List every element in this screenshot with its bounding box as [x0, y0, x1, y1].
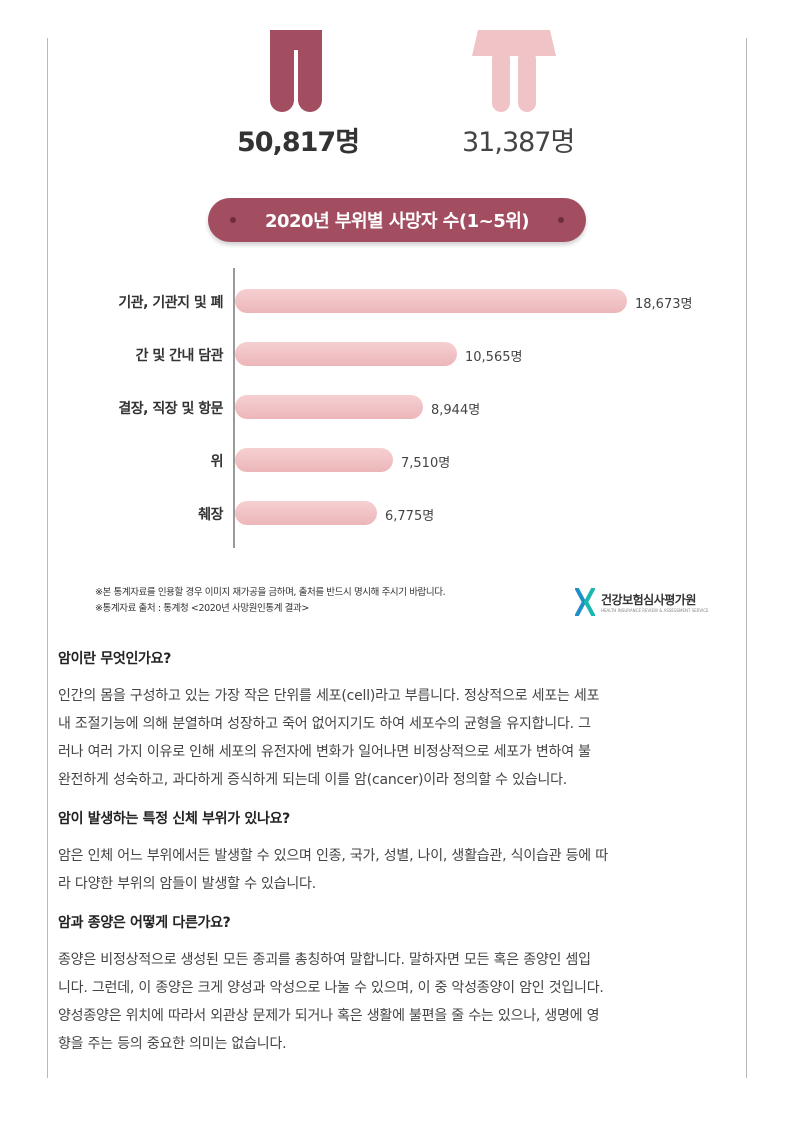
bar-value-label: 8,944명: [431, 403, 481, 418]
page-border-right: [746, 38, 747, 1078]
hira-logo: 건강보험심사평가원 HEALTH INSURANCE REVIEW & ASSE…: [575, 588, 709, 616]
female-death-count: 31,387명: [462, 127, 575, 158]
chart-axis: [233, 268, 235, 548]
bar-value-label: 10,565명: [465, 350, 523, 365]
chart-title-pill: 2020년 부위별 사망자 수(1~5위): [208, 198, 586, 242]
bar: [235, 501, 377, 525]
section: 암이란 무엇인가요? 인간의 몸을 구성하고 있는 가장 작은 단위를 세포(c…: [58, 648, 748, 794]
bar-value-label: 18,673명: [635, 297, 693, 312]
section: 암과 종양은 어떻게 다른가요? 종양은 비정상적으로 생성된 모든 종괴를 총…: [58, 912, 748, 1058]
section-heading: 암과 종양은 어떻게 다른가요?: [58, 915, 231, 931]
chart-title: 2020년 부위별 사망자 수(1~5위): [264, 211, 530, 232]
logo-name: 건강보험심사평가원: [601, 593, 696, 607]
bar-category-label: 간 및 간내 담관: [135, 348, 224, 364]
bar-value-label: 7,510명: [401, 456, 451, 471]
paragraph-line: 종양은 비정상적으로 생성된 모든 종괴를 총칭하여 말합니다. 말하자면 모든…: [58, 952, 591, 968]
figure-notes: ※본 통계자료를 인용할 경우 이미지 재가공을 금하며, 출처를 반드시 명시…: [95, 585, 446, 617]
hira-logo-icon: [575, 588, 595, 616]
paragraph-line: 라 다양한 부위의 암들이 발생할 수 있습니다.: [58, 876, 316, 892]
paragraph-line: 내 조절기능에 의해 분열하며 성장하고 죽어 없어지기도 하여 세포수의 균형…: [58, 716, 591, 732]
male-death-count: 50,817명: [237, 127, 360, 158]
article-body: 암이란 무엇인가요? 인간의 몸을 구성하고 있는 가장 작은 단위를 세포(c…: [58, 648, 748, 1058]
bar: [235, 289, 627, 313]
note-line: ※통계자료 출처 : 통계청 <2020년 사망원인통계 결과>: [95, 603, 309, 614]
section-heading: 암이란 무엇인가요?: [58, 651, 172, 667]
paragraph-line: 러나 여러 가지 이유로 인해 세포의 유전자에 변화가 일어나면 비정상적으로…: [58, 744, 591, 760]
bar-category-label: 췌장: [198, 507, 223, 523]
pill-dot-left: [230, 217, 236, 223]
note-line: ※본 통계자료를 인용할 경우 이미지 재가공을 금하며, 출처를 반드시 명시…: [95, 587, 446, 598]
logo-subtitle: HEALTH INSURANCE REVIEW & ASSESSMENT SER…: [601, 608, 709, 613]
paragraph-line: 암은 인체 어느 부위에서든 발생할 수 있으며 인종, 국가, 성별, 나이,…: [58, 848, 608, 864]
pill-dot-right: [558, 217, 564, 223]
section-heading: 암이 발생하는 특정 신체 부위가 있나요?: [58, 811, 290, 827]
bar-category-label: 기관, 기관지 및 폐: [118, 295, 223, 311]
paragraph-line: 완전하게 성숙하고, 과다하게 증식하게 되는데 이를 암(cancer)이라 …: [58, 772, 568, 788]
section: 암이 발생하는 특정 신체 부위가 있나요? 암은 인체 어느 부위에서든 발생…: [58, 808, 748, 898]
bar-category-label: 결장, 직장 및 항문: [118, 401, 223, 417]
male-figure-icon: [270, 30, 322, 112]
bar: [235, 395, 423, 419]
female-figure-icon: [472, 30, 556, 112]
bar: [235, 448, 393, 472]
paragraph-line: 니다. 그런데, 이 종양은 크게 양성과 악성으로 나눌 수 있으며, 이 중…: [58, 980, 604, 996]
bar: [235, 342, 457, 366]
paragraph-line: 향을 주는 등의 중요한 의미는 없습니다.: [58, 1036, 287, 1052]
paragraph-line: 양성종양은 위치에 따라서 외관상 문제가 되거나 혹은 생활에 불편을 줄 수…: [58, 1008, 600, 1024]
paragraph-line: 인간의 몸을 구성하고 있는 가장 작은 단위를 세포(cell)라고 부릅니다…: [58, 688, 600, 704]
bar-value-label: 6,775명: [385, 509, 435, 524]
page-border-left: [47, 38, 48, 1078]
bar-category-label: 위: [210, 454, 224, 470]
